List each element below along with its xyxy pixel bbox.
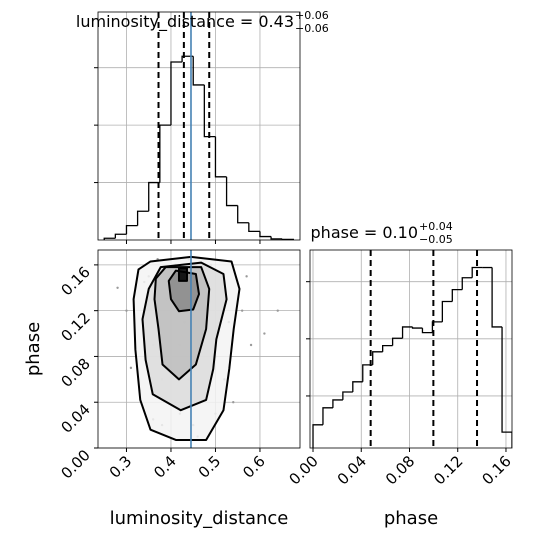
x-tick-label: 0.3 (106, 452, 136, 482)
y-axis-label: phase (23, 322, 44, 376)
hist-step (362, 364, 373, 382)
x-tick-label: 0.00 (285, 452, 321, 488)
x-tick-label: 0.5 (195, 452, 225, 482)
hist-step (322, 407, 333, 425)
axes-frame (97, 11, 301, 241)
hist-step (159, 124, 171, 183)
hist-step (148, 181, 160, 212)
hist-step (270, 236, 283, 240)
axes-frame (97, 249, 301, 449)
hist-step (237, 205, 249, 224)
sample-point (125, 309, 128, 312)
axes-frame (309, 249, 513, 449)
hist-step (136, 210, 149, 226)
x-tick-label: 0.16 (478, 452, 514, 488)
hist-step (214, 136, 227, 178)
y-tick-label: 0.16 (57, 263, 93, 299)
panel-title: luminosity_distance = 0.43 (76, 12, 294, 32)
hist-step (421, 328, 433, 334)
title-sub: −0.05 (419, 233, 453, 246)
hist-step (170, 61, 183, 126)
sample-point (249, 343, 253, 347)
hist-step (259, 231, 272, 238)
y-tick-label: 0.08 (57, 355, 93, 391)
hist-step (411, 326, 423, 329)
hist-step (312, 424, 323, 448)
x-axis-label: luminosity_distance (110, 508, 289, 529)
hist-step (401, 326, 413, 339)
sample-point (116, 286, 119, 289)
hist-step (451, 288, 463, 302)
panel-title: phase = 0.10 (311, 223, 418, 242)
x-tick-label: 0.04 (334, 452, 370, 488)
x-tick-label: 0.08 (382, 452, 418, 488)
title-sub: −0.06 (295, 22, 329, 35)
y-tick-label: 0.00 (57, 446, 93, 482)
hist-step (125, 224, 138, 235)
hist-step (342, 391, 353, 400)
hist-step (248, 222, 260, 233)
sample-point (232, 401, 235, 404)
y-tick-label: 0.12 (57, 309, 93, 345)
hist-step (352, 381, 363, 392)
hist-step (441, 300, 453, 322)
sample-point (240, 309, 244, 312)
hist-step (372, 351, 383, 365)
hist-step (181, 55, 194, 62)
sample-point (129, 366, 133, 370)
sample-point (276, 309, 279, 312)
sample-point (263, 332, 266, 335)
hist-step (491, 267, 503, 328)
hist-step (203, 84, 216, 138)
title-sup: +0.06 (295, 9, 329, 22)
y-tick-label: 0.04 (57, 400, 93, 436)
x-tick-label: 0.4 (150, 452, 180, 482)
hist-step (103, 237, 116, 240)
x-axis-label: phase (384, 508, 438, 529)
x-tick-label: 0.6 (239, 452, 269, 482)
hist-step (471, 266, 483, 278)
contour (177, 267, 188, 282)
hist-step (391, 337, 403, 346)
x-tick-label: 0.12 (430, 452, 466, 488)
hist-step (192, 56, 205, 86)
title-sup: +0.04 (419, 220, 453, 233)
hist-step (332, 399, 343, 408)
hist-step (114, 233, 127, 239)
sample-point (245, 275, 248, 278)
hist-step (225, 176, 238, 207)
hist-step (461, 277, 473, 290)
hist-step (501, 326, 512, 448)
hist-step (382, 344, 393, 352)
